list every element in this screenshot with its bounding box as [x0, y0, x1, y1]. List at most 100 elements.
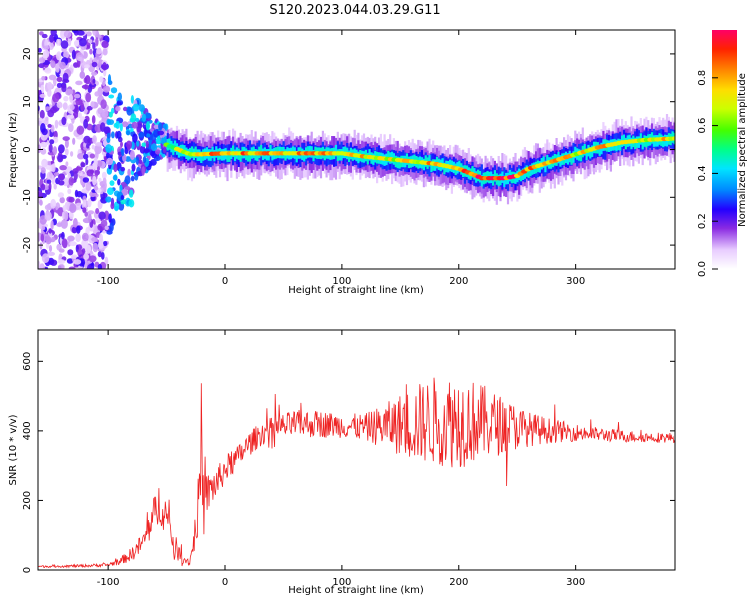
spectrogram-noise-cell: [75, 166, 83, 171]
spectrogram-halo-cell: [428, 157, 431, 177]
spectrogram-noise-cell: [48, 228, 53, 234]
spectrogram-noise-cell: [41, 158, 48, 168]
spectrogram-transition-cell: [116, 130, 122, 139]
spectrogram-noise-cell: [51, 163, 56, 173]
spectrogram-noise-cell: [57, 265, 62, 269]
y-tick-label: 400: [22, 421, 33, 440]
spectrogram-noise-cell: [83, 135, 91, 144]
spectrogram-transition-cell: [117, 92, 123, 101]
spectrogram-noise-cell: [101, 171, 107, 180]
spectrogram-noise-cell: [83, 253, 89, 260]
spectrogram-noise-cell: [92, 242, 99, 253]
spectrogram-noise-cell: [61, 231, 65, 240]
spectrogram-noise-cell: [71, 49, 76, 60]
x-tick-label: 300: [566, 577, 585, 588]
spectrogram-halo-cell: [570, 153, 573, 165]
spectrogram-halo-cell: [579, 149, 583, 162]
spectrogram-noise-cell: [99, 76, 104, 83]
spectrogram-noise-cell: [39, 199, 43, 206]
spectrogram-halo-cell: [398, 157, 401, 169]
spectrogram-noise-cell: [50, 106, 58, 114]
spectrogram-transition-cell: [105, 196, 112, 203]
spectrogram-noise-cell: [102, 62, 107, 71]
spectrogram-noise-cell: [58, 144, 65, 154]
spectrogram-transition-cell: [106, 132, 111, 139]
spectrogram-noise-cell: [103, 240, 108, 247]
spectrogram-noise-cell: [82, 177, 90, 183]
spectrogram-halo-cell: [295, 150, 298, 163]
spectrogram-noise-cell: [83, 153, 89, 160]
spectrogram-transition-cell: [121, 188, 129, 196]
spectrogram-noise-cell: [48, 42, 54, 50]
spectrogram-noise-cell: [104, 225, 109, 231]
spectrogram-transition-cell: [131, 121, 138, 129]
spectrogram-noise-cell: [62, 136, 70, 142]
spectrogram-transition-cell: [130, 128, 134, 132]
spectrogram-noise-cell: [40, 233, 45, 242]
spectrogram-noise-cell: [73, 170, 78, 181]
spectrogram-noise-cell: [52, 93, 60, 103]
spectrogram-halo-cell: [190, 146, 194, 158]
colorbar-label: Normalized spectral amplitude: [737, 73, 748, 227]
spectrogram-noise-cell: [92, 78, 96, 84]
spectrogram-noise-cell: [91, 144, 96, 150]
spectrogram-transition-cell: [113, 123, 118, 128]
spectrogram-halo-cell: [598, 144, 601, 156]
colorbar: 0.0 0.2 0.4 0.6 0.8 Normalized spectral ampl…: [697, 30, 748, 277]
spectrogram-noise-cell: [97, 251, 103, 258]
snr-frame: [37, 329, 676, 571]
spectrogram-transition-cell: [132, 103, 140, 112]
spectrogram-noise-cell: [95, 37, 99, 47]
spectrogram-noise-cell: [39, 109, 45, 120]
spectrogram-transition-cell: [106, 167, 113, 175]
spectrogram-noise-cell: [89, 48, 93, 55]
spectrogram-transition-cell: [117, 151, 123, 156]
spectrogram-noise-cell: [82, 207, 87, 214]
spectrogram-noise-cell: [90, 101, 95, 108]
spectrogram-noise-cell: [95, 142, 103, 147]
spectrogram-noise-cell: [57, 154, 64, 163]
spectrogram-noise-cell: [41, 33, 48, 39]
spectrogram-noise-cell: [38, 57, 46, 63]
spectrogram-noise-cell: [100, 99, 107, 110]
spectrogram-transition-cell: [109, 180, 115, 186]
colorbar-tick-label: 0.0: [697, 261, 708, 277]
spectrogram-noise-cell: [92, 175, 97, 186]
spectrogram-noise-cell: [58, 180, 65, 186]
spectrogram-transition-cell: [134, 173, 139, 181]
spectrogram-noise-cell: [92, 42, 96, 50]
spectrogram-noise-cell: [39, 242, 43, 250]
spectrogram-noise-cell: [61, 116, 67, 126]
spectrogram-noise-cell: [77, 112, 82, 119]
spectrogram-noise-cell: [76, 225, 81, 234]
spectrogram-noise-cell: [87, 210, 95, 215]
spectrogram-noise-cell: [87, 198, 92, 208]
spectrogram-noise-cell: [96, 47, 102, 55]
spectrogram-noise-cell: [75, 98, 83, 106]
spectrogram-noise-cell: [38, 232, 42, 242]
spectrogram-noise-cell: [68, 266, 76, 269]
spectrogram-transition-cell: [138, 104, 145, 112]
y-tick-label: 200: [22, 491, 33, 510]
spectrogram-halo-cell: [497, 174, 500, 187]
spectrogram-noise-cell: [95, 208, 100, 214]
x-tick-label: 100: [332, 276, 351, 287]
spectrogram-noise-cell: [82, 199, 87, 207]
spectrogram-noise-cell: [77, 56, 83, 62]
spectrogram-noise-cell: [85, 227, 90, 235]
spectrogram-noise-cell: [86, 105, 93, 111]
snr-y-label: SNR (10 * v/v): [8, 414, 19, 485]
snr-series-line: [38, 377, 675, 569]
spectrogram-noise-cell: [91, 237, 98, 242]
spectrogram-noise-cell: [67, 249, 74, 256]
spectrogram-noise-cell: [68, 123, 74, 133]
spectrogram-transition-cell: [121, 121, 129, 128]
spectrogram-noise-cell: [101, 109, 109, 118]
spectrogram-noise-cell: [69, 203, 77, 214]
spectrogram-noise-cell: [103, 85, 111, 93]
figure-title: S120.2023.044.03.29.G11: [269, 3, 440, 18]
y-tick-label: 600: [22, 352, 33, 371]
spectrogram-noise-cell: [62, 72, 69, 83]
spectrogram-noise-cell: [38, 63, 45, 69]
spectrogram-noise-cell: [91, 61, 98, 68]
